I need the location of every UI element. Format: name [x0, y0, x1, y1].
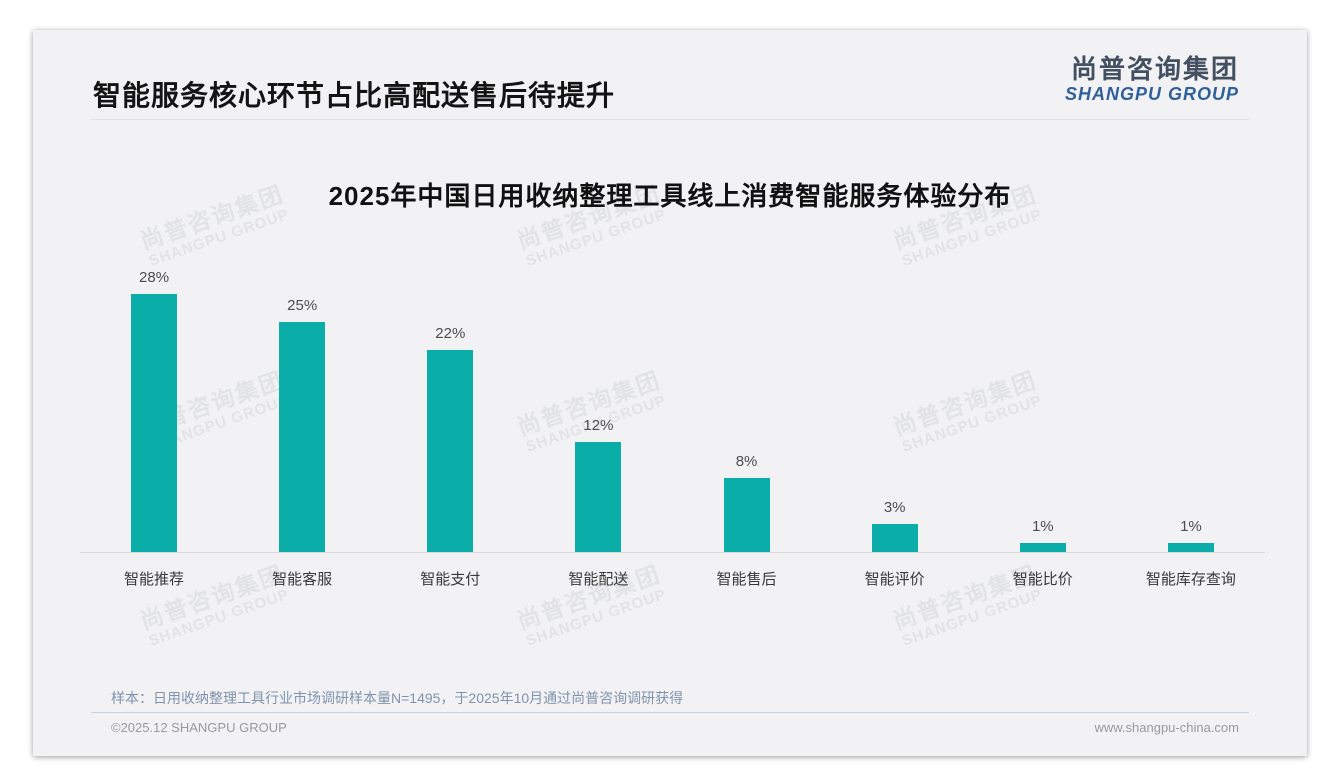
bar [131, 294, 178, 552]
chart-title: 2025年中国日用收纳整理工具线上消费智能服务体验分布 [328, 181, 1012, 211]
x-axis-label: 智能支付 [420, 571, 481, 588]
footer-divider [91, 712, 1249, 713]
title-divider [91, 119, 1249, 120]
bar-value-label: 22% [435, 325, 466, 342]
x-axis-label: 智能库存查询 [1145, 571, 1236, 588]
bar [279, 322, 326, 552]
watermark-english-text: SHANGPU GROUP [523, 585, 669, 650]
bar [575, 442, 622, 552]
x-axis-label: 智能推荐 [124, 571, 185, 588]
company-logo: 尚普咨询集团 SHANGPU GROUP [1065, 54, 1239, 104]
x-axis-label: 智能售后 [716, 571, 777, 588]
bar-column: 12% [524, 269, 672, 552]
bar-column: 25% [228, 269, 376, 552]
bar-chart: 28% 25% 22% 12% 8% 3% 1% 1% 智能推荐 智能客服 智能支付 智能配送 智能售… [80, 269, 1265, 589]
bar-value-label: 1% [1031, 518, 1054, 535]
logo-chinese-text: 尚普咨询集团 [1070, 54, 1239, 84]
website-text: www.shangpu-china.com [1094, 720, 1239, 735]
logo-english-text: SHANGPU GROUP [1064, 84, 1239, 104]
bar [871, 524, 918, 552]
watermark-english-text: SHANGPU GROUP [146, 585, 292, 650]
page-title: 智能服务核心环节占比高配送售后待提升 [93, 80, 616, 111]
x-axis-label: 智能比价 [1012, 571, 1073, 588]
x-axis-label: 智能配送 [568, 571, 629, 588]
copyright-text: ©2025.12 SHANGPU GROUP [111, 720, 287, 735]
bar-value-label: 8% [735, 453, 758, 470]
bar-value-label: 25% [287, 297, 318, 314]
bar [427, 350, 474, 552]
plot-area: 28% 25% 22% 12% 8% 3% 1% 1% [80, 269, 1265, 553]
bar-value-label: 3% [883, 499, 906, 516]
bar-value-label: 28% [139, 269, 170, 286]
bar [1019, 543, 1066, 552]
bar-column: 1% [1117, 269, 1265, 552]
bar-column: 8% [673, 269, 821, 552]
sample-note: 样本：日用收纳整理工具行业市场调研样本量N=1495，于2025年10月通过尚普… [111, 690, 684, 706]
bar [1167, 543, 1214, 552]
bar-value-label: 1% [1180, 518, 1202, 535]
footer: ©2025.12 SHANGPU GROUP www.shangpu-china… [111, 720, 1239, 735]
bar-column: 22% [376, 269, 524, 552]
bar-value-label: 12% [583, 417, 614, 434]
x-axis-label: 智能评价 [864, 571, 925, 588]
bar [723, 478, 770, 552]
bar-column: 28% [80, 269, 228, 552]
bar-column: 3% [821, 269, 969, 552]
x-axis-labels: 智能推荐 智能客服 智能支付 智能配送 智能售后 智能评价 智能比价 智能库存查询 [80, 553, 1265, 589]
slide-card: 尚普咨询集团 SHANGPU GROUP 尚普咨询集团 SHANGPU GROUP 尚普… [33, 30, 1307, 756]
watermark-english-text: SHANGPU GROUP [899, 585, 1045, 650]
x-axis-label: 智能客服 [272, 571, 333, 588]
bar-column: 1% [969, 269, 1117, 552]
